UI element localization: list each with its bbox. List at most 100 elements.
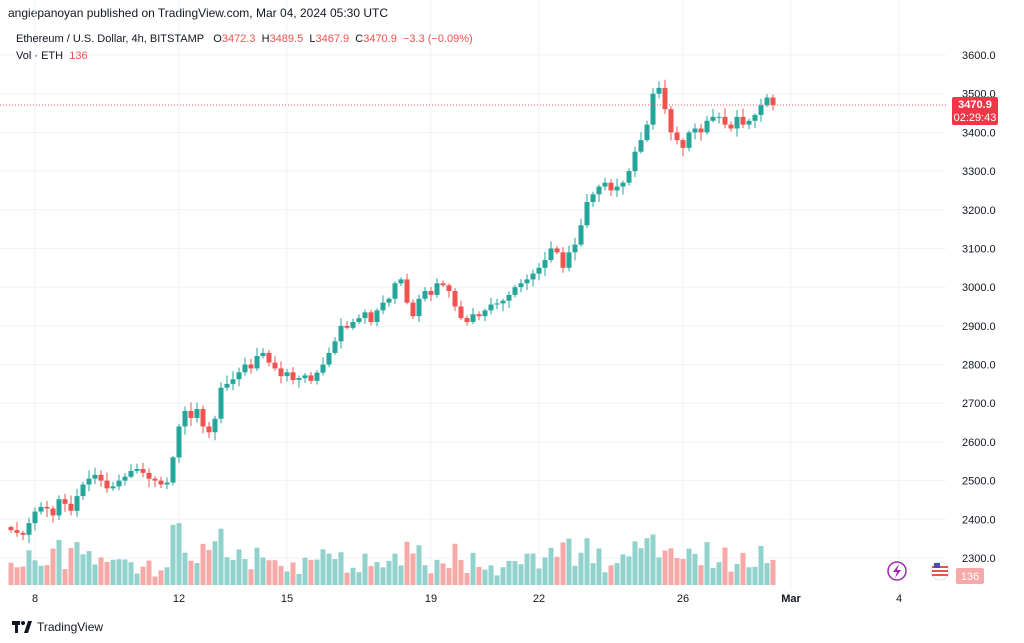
volume-bar	[752, 566, 758, 585]
candle-body	[698, 128, 704, 133]
candle-body	[368, 312, 374, 322]
volume-bar	[614, 563, 620, 585]
volume-bar	[560, 542, 566, 585]
volume-bar	[422, 565, 428, 585]
volume-bar	[86, 551, 92, 585]
candle-body	[392, 283, 398, 299]
volume-bar	[362, 553, 368, 585]
candle-body	[506, 294, 512, 301]
volume-legend: Vol · ETH 136	[16, 50, 88, 62]
volume-bar	[326, 553, 332, 585]
volume-bar	[134, 573, 140, 585]
footer-brand[interactable]: TradingView	[12, 620, 103, 634]
volume-bar	[542, 557, 548, 585]
volume-bar	[374, 562, 380, 585]
volume-bar	[74, 542, 80, 585]
candle-body	[62, 499, 68, 504]
price-tick-label: 2900.0	[962, 321, 996, 333]
volume-bar	[386, 560, 392, 585]
volume-bar	[296, 573, 302, 585]
volume-bar	[218, 528, 224, 585]
candle-body	[500, 300, 506, 304]
candle-body	[230, 379, 236, 384]
candle-body	[674, 132, 680, 141]
candlesticks[interactable]	[8, 79, 776, 544]
volume-bar	[518, 564, 524, 585]
volume-bar	[710, 568, 716, 585]
volume-label[interactable]: Vol · ETH	[16, 50, 64, 62]
volume-bar	[350, 567, 356, 585]
volume-bar	[632, 541, 638, 585]
volume-bar	[416, 545, 422, 585]
volume-bar	[590, 563, 596, 585]
price-tick-label: 2300.0	[962, 553, 996, 565]
candle-body	[254, 356, 260, 369]
candle-body	[614, 186, 620, 191]
volume-bar	[152, 576, 158, 585]
volume-bar	[650, 534, 656, 585]
candle-body	[422, 291, 428, 299]
symbol-title[interactable]: Ethereum / U.S. Dollar, 4h, BITSTAMP	[16, 33, 205, 45]
candle-body	[692, 128, 698, 133]
candle-body	[524, 279, 530, 284]
time-tick-label: 26	[677, 593, 689, 605]
volume-bar	[242, 559, 248, 585]
candle-body	[116, 480, 122, 487]
candle-body	[542, 260, 548, 268]
candle-body	[242, 364, 248, 373]
open-value: 3472.3	[221, 33, 256, 45]
price-tick-label: 3600.0	[962, 50, 996, 62]
volume-bar	[26, 550, 32, 585]
volume-bar	[626, 556, 632, 585]
time-tick-label: 12	[173, 593, 185, 605]
candle-body	[410, 302, 416, 317]
volume-bar	[482, 569, 488, 585]
candle-body	[146, 472, 152, 479]
price-tick-label: 2800.0	[962, 360, 996, 372]
time-tick-label: 4	[896, 593, 902, 605]
candle-body	[374, 310, 380, 322]
candle-body	[98, 474, 104, 481]
candle-body	[224, 383, 230, 388]
us-flag-icon[interactable]	[930, 561, 950, 581]
candle-body	[752, 114, 758, 121]
volume-bar	[392, 553, 398, 585]
candle-body	[266, 352, 272, 363]
candle-body	[8, 527, 14, 531]
volume-bar	[686, 548, 692, 585]
volume-bar	[452, 543, 458, 585]
candle-body	[338, 325, 344, 342]
lightning-icon[interactable]	[887, 561, 907, 581]
candle-body	[398, 279, 404, 284]
time-axis[interactable]: 8 12 15 19 22 26 Mar 4	[32, 593, 902, 605]
volume-bar	[572, 565, 578, 585]
candle-body	[590, 194, 596, 203]
candle-body	[536, 267, 542, 274]
volume-bar	[476, 567, 482, 585]
volume-bar	[734, 563, 740, 585]
price-axis[interactable]: 3600.03500.03400.03300.03200.03100.03000…	[962, 50, 996, 565]
volume-bar	[194, 563, 200, 585]
candle-body	[128, 470, 134, 477]
volume-bar	[704, 542, 710, 585]
volume-bar	[290, 562, 296, 585]
candle-body	[458, 306, 464, 319]
candle-body	[716, 116, 722, 118]
volume-bar	[668, 548, 674, 585]
candle-body	[578, 225, 584, 245]
volume-bar	[140, 566, 146, 585]
volume-bar	[164, 567, 170, 585]
volume-bar	[398, 565, 404, 585]
candle-body	[560, 252, 566, 268]
volume-bar	[224, 557, 230, 585]
candle-body	[380, 302, 386, 311]
candle-body	[476, 314, 482, 317]
publisher-attribution: angiepanoyan published on TradingView.co…	[8, 6, 389, 20]
candle-body	[452, 291, 458, 307]
volume-bar	[506, 560, 512, 585]
candle-body	[512, 287, 518, 295]
close-value: 3470.9	[363, 33, 397, 45]
volume-bar	[662, 550, 668, 585]
volume-bar	[584, 538, 590, 585]
